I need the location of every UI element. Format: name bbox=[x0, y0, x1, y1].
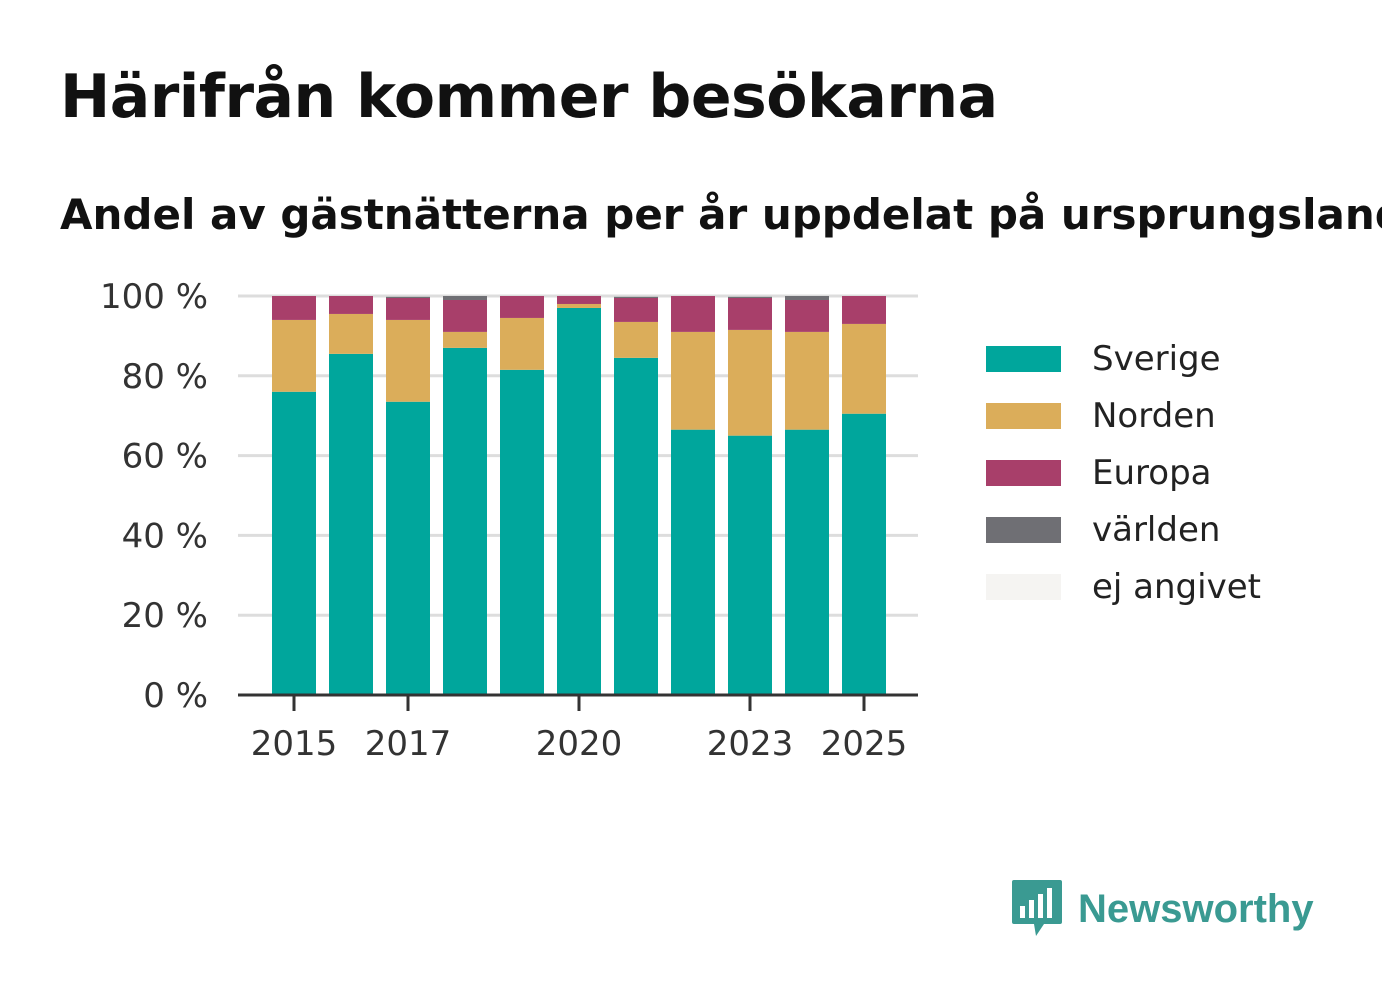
legend-label: ej angivet bbox=[1092, 566, 1261, 607]
bar-segment-norden bbox=[386, 319, 430, 402]
bar-chart-speech-bubble-icon bbox=[1012, 880, 1062, 936]
bar-stacks bbox=[272, 296, 886, 695]
bar-segment-sverige bbox=[842, 413, 886, 695]
bar-segment-europa bbox=[557, 296, 601, 304]
bar-segment-världen bbox=[785, 296, 829, 300]
y-tick-label: 0 % bbox=[143, 676, 208, 716]
bar-segment-världen bbox=[728, 296, 772, 298]
legend-item: världen bbox=[986, 501, 1261, 558]
bar-segment-europa bbox=[386, 297, 430, 320]
legend-item: Sverige bbox=[986, 330, 1261, 387]
bar-segment-europa bbox=[500, 296, 544, 318]
bar-segment-europa bbox=[443, 299, 487, 332]
bar-segment-sverige bbox=[443, 347, 487, 695]
bar-segment-europa bbox=[329, 296, 373, 314]
bar-segment-norden bbox=[728, 329, 772, 436]
y-tick-label: 80 % bbox=[122, 357, 208, 397]
legend-swatch bbox=[986, 516, 1061, 543]
x-tick-label: 2015 bbox=[251, 724, 338, 764]
bar-segment-sverige bbox=[614, 357, 658, 695]
y-tick-label: 100 % bbox=[100, 277, 208, 317]
bar-segment-sverige bbox=[329, 353, 373, 695]
chart-subtitle: Andel av gästnätterna per år uppdelat på… bbox=[60, 190, 1382, 239]
legend-label: Europa bbox=[1092, 452, 1212, 493]
bar-segment-europa bbox=[272, 296, 316, 320]
legend-item: Norden bbox=[986, 387, 1261, 444]
y-tick-label: 40 % bbox=[122, 516, 208, 556]
bar-segment-sverige bbox=[671, 429, 715, 695]
bar-segment-norden bbox=[671, 331, 715, 430]
bar-segment-sverige bbox=[500, 369, 544, 695]
legend-label: världen bbox=[1092, 509, 1221, 550]
bar-segment-sverige bbox=[785, 429, 829, 695]
bar-segment-norden bbox=[329, 313, 373, 354]
bar-segment-sverige bbox=[272, 391, 316, 695]
legend-label: Norden bbox=[1092, 395, 1216, 436]
legend-item: Europa bbox=[986, 444, 1261, 501]
bar-segment-europa bbox=[671, 296, 715, 332]
legend-item: ej angivet bbox=[986, 558, 1261, 615]
bar-segment-norden bbox=[557, 303, 601, 308]
bar-segment-världen bbox=[386, 296, 430, 298]
x-axis bbox=[238, 693, 918, 711]
x-tick-label: 2017 bbox=[365, 724, 452, 764]
legend-swatch bbox=[986, 459, 1061, 486]
bar-segment-europa bbox=[614, 297, 658, 322]
bar-segment-sverige bbox=[728, 435, 772, 695]
legend: Sverige Norden Europa världen ej angivet bbox=[986, 330, 1261, 615]
chart-title: Härifrån kommer besökarna bbox=[60, 62, 998, 132]
bar-segment-norden bbox=[272, 319, 316, 392]
bar-segment-norden bbox=[443, 331, 487, 348]
x-tick-label: 2023 bbox=[707, 724, 794, 764]
legend-label: Sverige bbox=[1092, 338, 1221, 379]
y-tick-label: 60 % bbox=[122, 437, 208, 477]
bar-segment-världen bbox=[614, 296, 658, 298]
y-tick-label: 20 % bbox=[122, 596, 208, 636]
y-axis-labels: 0 % 20 % 40 % 60 % 80 % 100 % bbox=[100, 277, 208, 716]
legend-swatch bbox=[986, 573, 1061, 600]
bar-segment-sverige bbox=[557, 307, 601, 695]
bar-segment-europa bbox=[842, 296, 886, 324]
bar-segment-världen bbox=[443, 296, 487, 300]
x-tick-label: 2025 bbox=[821, 724, 908, 764]
brand-name: Newsworthy bbox=[1078, 886, 1314, 931]
legend-swatch bbox=[986, 402, 1061, 429]
bar-segment-norden bbox=[500, 317, 544, 370]
newsworthy-logo: Newsworthy bbox=[1010, 878, 1314, 940]
bar-segment-norden bbox=[785, 331, 829, 430]
x-tick-label: 2020 bbox=[536, 724, 623, 764]
bar-segment-europa bbox=[728, 297, 772, 330]
legend-swatch bbox=[986, 345, 1061, 372]
x-axis-labels: 2015 2017 2020 2023 2025 bbox=[251, 724, 908, 764]
bar-segment-europa bbox=[785, 299, 829, 332]
bar-segment-sverige bbox=[386, 401, 430, 695]
bar-segment-norden bbox=[842, 323, 886, 414]
bar-segment-norden bbox=[614, 321, 658, 358]
